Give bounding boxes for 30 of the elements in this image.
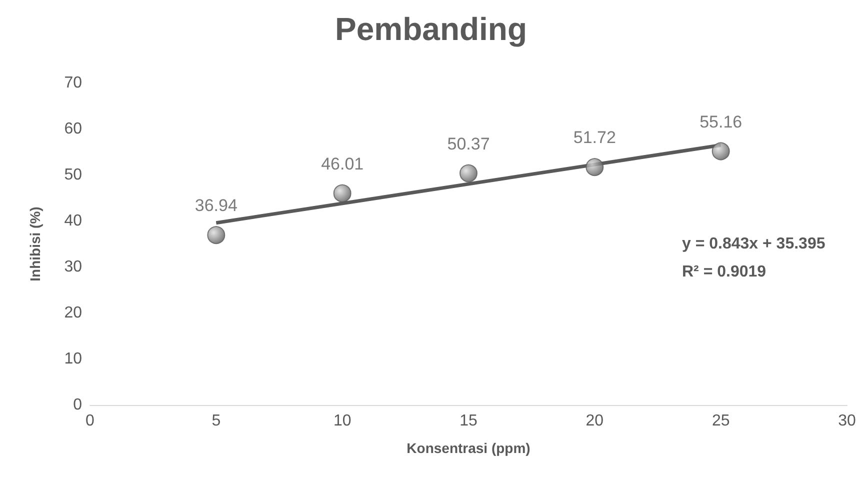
x-tick-label: 10 [333, 412, 352, 430]
y-tick-label: 40 [64, 212, 82, 230]
x-tick-label: 0 [86, 412, 95, 430]
x-tick-label: 25 [712, 412, 730, 430]
data-label: 36.94 [194, 196, 238, 216]
y-tick-label: 0 [73, 396, 82, 414]
x-axis-title: Konsentrasi (ppm) [406, 440, 530, 456]
y-axis-title: Inhibisi (%) [27, 206, 43, 282]
y-tick-label: 30 [64, 258, 82, 276]
x-tick-label: 30 [838, 412, 856, 430]
point [333, 184, 352, 202]
x-tick-label: 20 [586, 412, 604, 430]
point [207, 226, 226, 244]
x-tick-label: 5 [212, 412, 221, 430]
data-label: 46.01 [321, 154, 364, 174]
data-label: 55.16 [700, 112, 742, 132]
y-tick-label: 20 [64, 304, 82, 322]
x-tick-label: 15 [460, 412, 478, 430]
data-label: 51.72 [573, 128, 616, 148]
y-tick-label: 10 [64, 350, 82, 368]
point [460, 164, 478, 182]
y-tick-label: 60 [64, 120, 82, 138]
y-tick-label: 70 [64, 74, 82, 92]
y-tick-label: 50 [64, 166, 82, 184]
data-label: 50.37 [447, 134, 490, 154]
annotation: y = 0.843x + 35.395 [682, 236, 826, 252]
point [712, 142, 730, 160]
annotation: R² = 0.9019 [682, 264, 766, 280]
point [586, 158, 604, 176]
chart-title: Pembanding [334, 11, 528, 47]
